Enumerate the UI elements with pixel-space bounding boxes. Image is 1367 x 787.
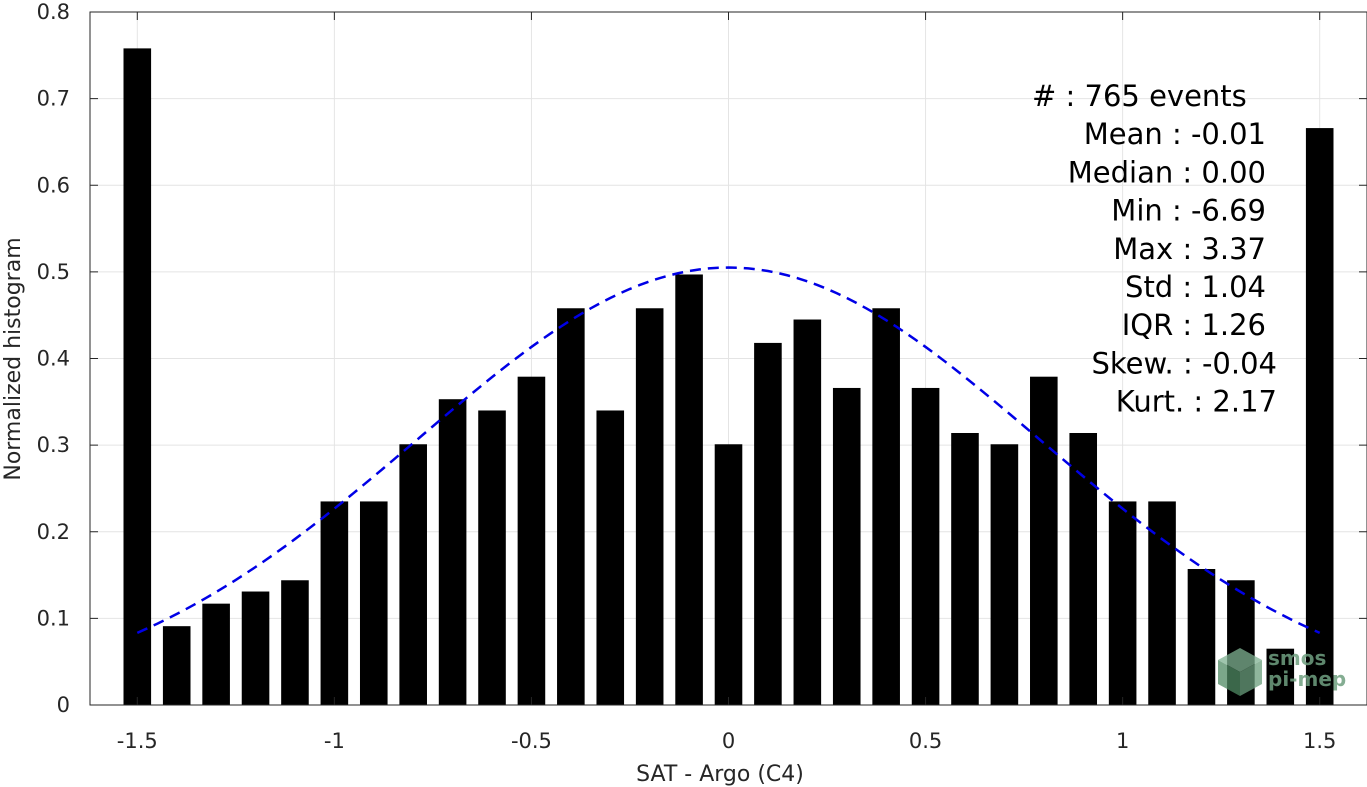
y-tick-labels: 0 0.1 0.2 0.3 0.4 0.5 0.6 0.7 0.8 [37,0,70,717]
gaussian-fit-curve [136,266,1321,635]
y-tick-label: 0 [57,693,70,717]
stat-line: # : 765 events [1032,79,1247,113]
histogram-bar [123,48,152,705]
x-tick-label: 1 [1116,729,1129,753]
histogram-bar [281,580,309,705]
histogram-bar [359,501,388,705]
x-tick-label: 1.5 [1303,729,1336,753]
histogram-bar [832,387,861,705]
histogram-bar [478,410,506,705]
x-tick-label: 0 [722,729,735,753]
y-tick-label: 0.4 [37,347,70,371]
histogram-bar [202,603,230,705]
histogram-bar [320,501,349,705]
x-tick-label: -1.5 [117,729,158,753]
y-tick-label: 0.8 [37,0,70,24]
histogram-bar [635,308,664,705]
histogram-bar [1187,568,1216,705]
histogram-bar [911,387,940,705]
x-tick-label: 0.5 [909,729,942,753]
y-tick-label: 0.3 [37,433,70,457]
y-axis-label: Normalized histogram [1,237,26,480]
histogram-bar [675,274,703,705]
stat-line: Kurt. : 2.17 [1116,385,1277,419]
stat-line: Skew. : -0.04 [1091,346,1277,380]
logo-cube-icon [1218,648,1262,696]
histogram-bar [1305,128,1334,705]
histogram-bar [1148,501,1176,705]
histogram-bar [162,626,191,705]
stat-line: Mean : -0.01 [1084,117,1266,151]
histogram-bar [557,308,585,705]
y-tick-label: 0.7 [37,87,70,111]
smos-pimep-logo: smos pi-mep [1218,646,1346,696]
stat-line: IQR : 1.26 [1122,308,1266,342]
logo-text-line1: smos [1268,646,1326,670]
histogram-bar [754,342,782,705]
logo-text-line2: pi-mep [1268,667,1346,691]
histogram-bar [872,308,900,705]
histogram-bar [399,444,427,705]
y-tick-label: 0.1 [37,606,70,630]
histogram-bar [241,591,270,705]
stat-line: Std : 1.04 [1125,270,1266,304]
histogram-bar [1266,648,1295,705]
histogram-bar [438,399,467,705]
x-tick-labels: -1.5 -1 -0.5 0 0.5 1 1.5 [117,729,1337,753]
y-tick-label: 0.6 [37,173,70,197]
histogram-bar [951,432,979,705]
histogram-bar [517,376,546,705]
x-tick-label: -1 [324,729,345,753]
histogram-bar [990,444,1019,705]
stat-line: Median : 0.00 [1068,155,1266,189]
histogram-bar [1030,376,1058,705]
histogram-bar [1069,432,1098,705]
tick-marks [90,11,1367,706]
histogram-bar [714,444,743,705]
histogram-bar [1108,501,1137,705]
stat-line: Min : -6.69 [1111,194,1266,228]
statistics-box: # : 765 events Mean : -0.01 Median : 0.00 M… [1032,79,1277,419]
histogram-bar [596,410,625,705]
bars [123,48,1334,705]
y-tick-label: 0.2 [37,520,70,544]
x-tick-label: -0.5 [511,729,552,753]
x-axis-label: SAT - Argo (C4) [636,762,804,787]
y-tick-label: 0.5 [37,260,70,284]
stat-line: Max : 3.37 [1113,232,1266,266]
histogram-bar [793,319,822,705]
